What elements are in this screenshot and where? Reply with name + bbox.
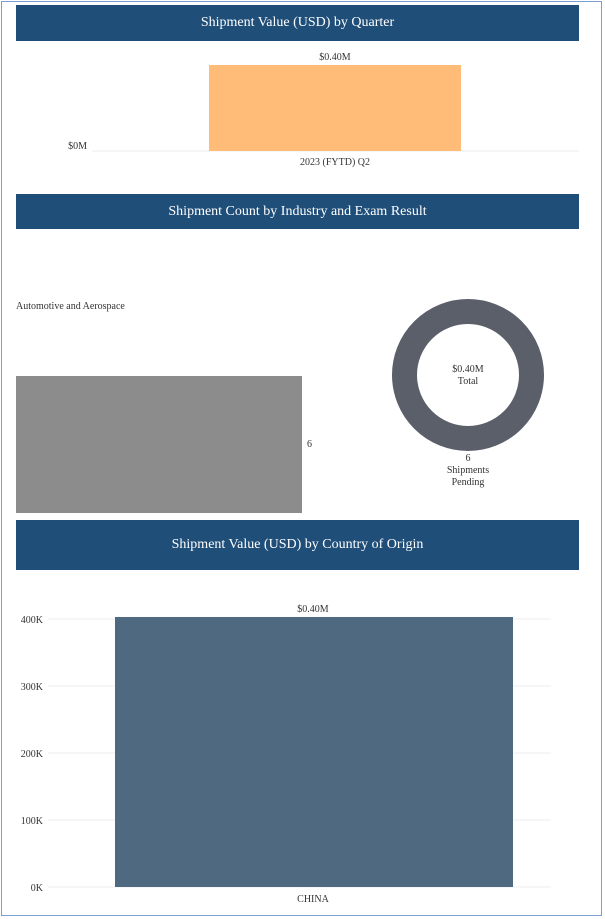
country-y-tick-label: 400K (21, 615, 44, 626)
quarter-data-label: $0.40M (319, 52, 351, 63)
country-data-label: $0.40M (297, 604, 329, 615)
industry-category-label: Automotive and Aerospace (16, 301, 125, 312)
industry-bar (16, 376, 302, 513)
donut-center-label: Total (458, 376, 479, 387)
donut-slice-label-line2: Pending (452, 477, 485, 488)
donut-center-value: $0.40M (452, 364, 484, 375)
donut-slice-label-line1: Shipments (447, 465, 489, 476)
country-y-tick-label: 300K (21, 682, 44, 693)
quarter-category-label: 2023 (FYTD) Q2 (300, 157, 370, 168)
country-y-tick-label: 0K (31, 883, 44, 894)
country-bar (115, 616, 513, 887)
industry-data-label: 6 (307, 439, 312, 450)
donut-slice (392, 299, 544, 451)
country-y-tick-label: 200K (21, 749, 44, 760)
industry-panel-title: Shipment Count by Industry and Exam Resu… (16, 194, 579, 229)
quarter-y-tick-label: $0M (68, 141, 87, 152)
country-panel-title: Shipment Value (USD) by Country of Origi… (16, 520, 579, 570)
quarter-panel-title: Shipment Value (USD) by Quarter (16, 5, 579, 41)
donut-slice-value: 6 (466, 453, 471, 464)
quarter-bar (209, 65, 461, 151)
country-y-tick-label: 100K (21, 816, 44, 827)
country-category-label: CHINA (297, 894, 329, 905)
